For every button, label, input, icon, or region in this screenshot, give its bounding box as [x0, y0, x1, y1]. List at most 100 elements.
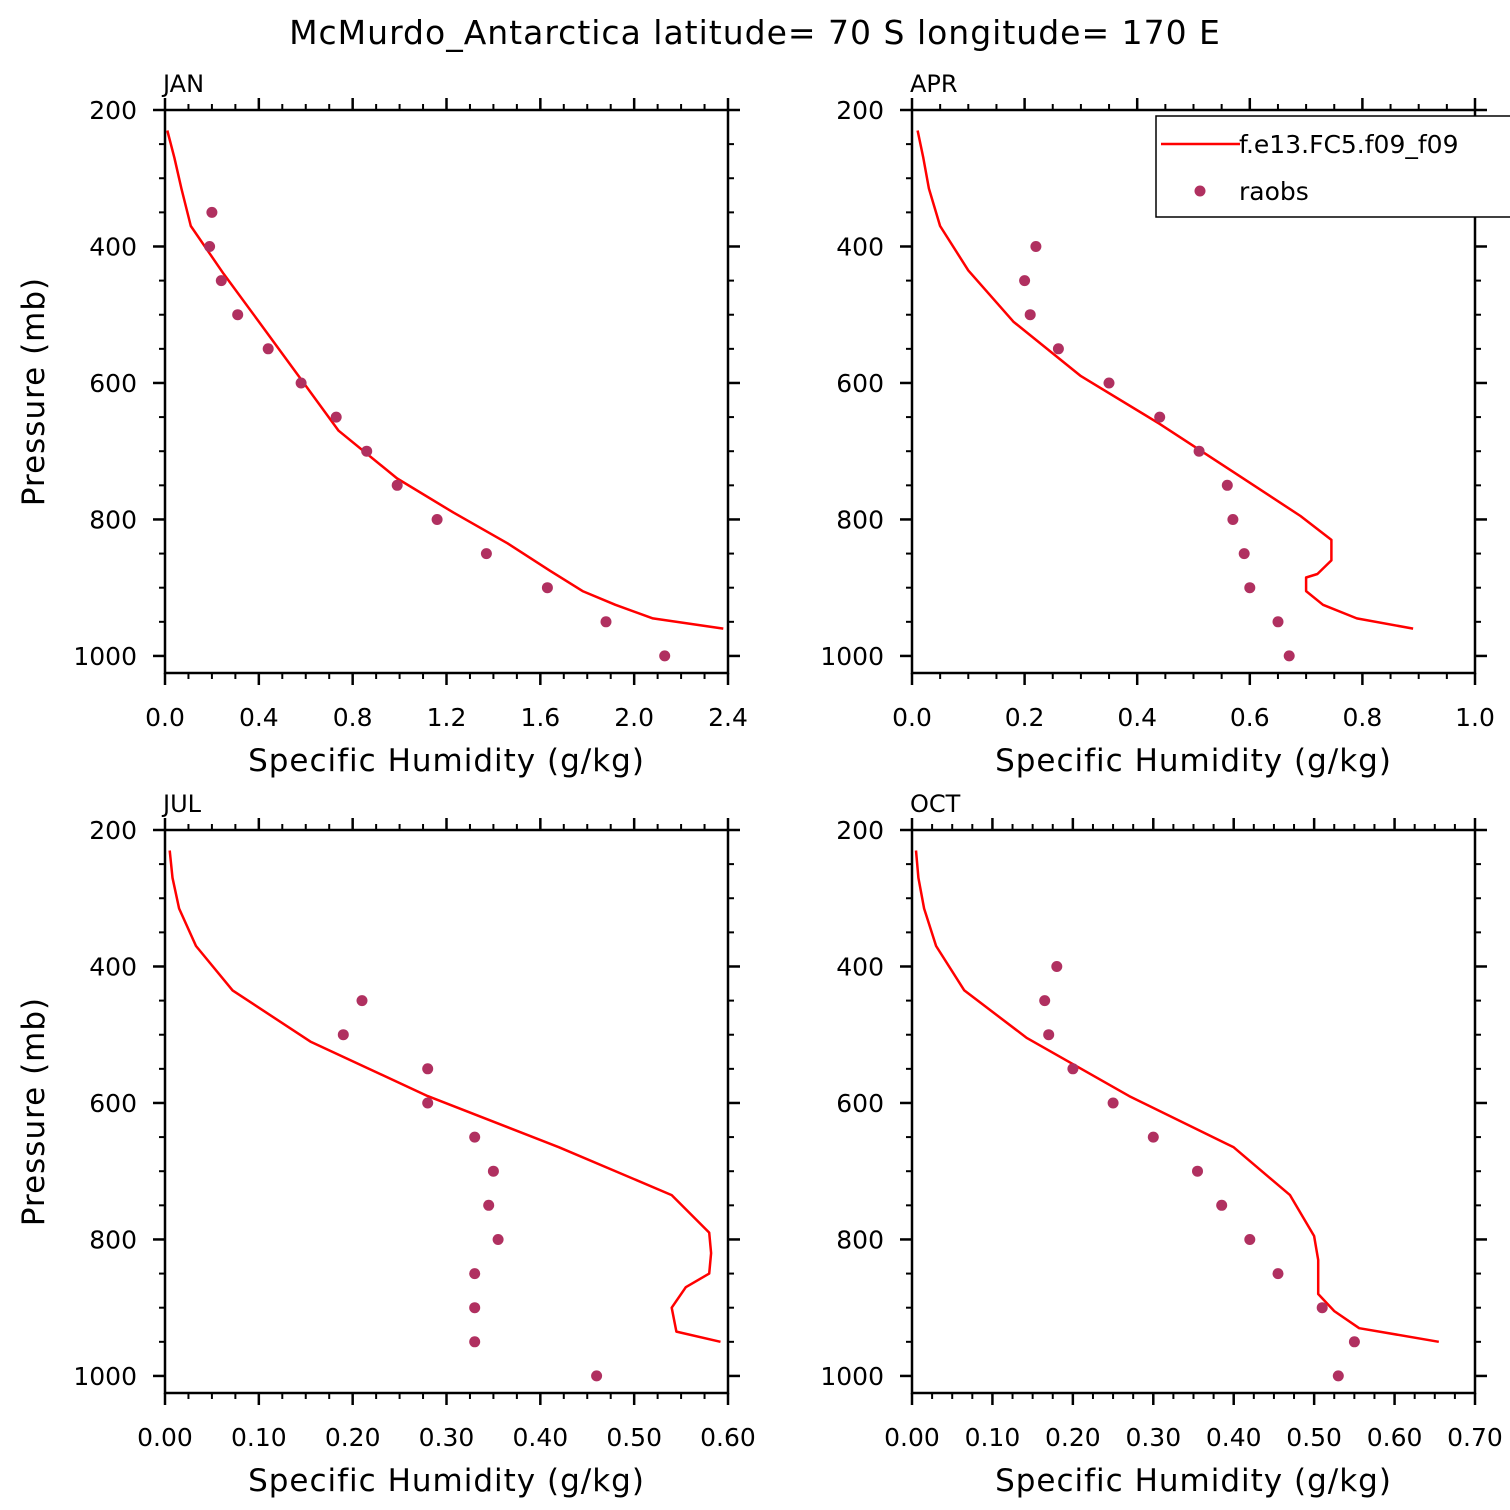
raobs-point: [1192, 1165, 1203, 1177]
x-tick-label: 0.10: [231, 1423, 287, 1452]
model-profile-line: [916, 130, 1414, 630]
y-tick-label: 600: [836, 369, 884, 398]
raobs-point: [487, 1165, 499, 1177]
raobs-point: [262, 343, 274, 355]
raobs-point: [391, 479, 403, 491]
legend-marker-swatch: [1194, 185, 1206, 197]
raobs-point: [1043, 1029, 1055, 1041]
y-tick-label: 600: [836, 1089, 884, 1118]
raobs-point: [337, 1029, 349, 1041]
panel-jul: 0.00 0.10 0.20 0.30 0.40 0.50 0.60 200 400 600 800…: [16, 790, 756, 1499]
y-tick-label: 400: [89, 232, 137, 261]
x-axis-label-oct: Specific Humidity (g/kg): [995, 1463, 1392, 1499]
raobs-point: [1067, 1063, 1079, 1075]
series-group-jan: [166, 130, 724, 662]
panel-apr: 0.0 0.2 0.4 0.6 0.8 1.0 200 400 600 800 1000 APR Spe…: [820, 70, 1495, 779]
panel-jan: 0.0 0.4 0.8 1.2 1.6 2.0 2.4 200 400 600 800 1000 JAN…: [16, 70, 748, 779]
raobs-point: [330, 411, 342, 423]
y-axis-label-jan: Pressure (mb): [16, 277, 52, 506]
model-profile-line: [166, 130, 724, 630]
x-axis-label-jul: Specific Humidity (g/kg): [248, 1463, 645, 1499]
x-tick-label: 0.4: [1117, 703, 1157, 732]
x-tick-label: 0.30: [419, 1423, 475, 1452]
raobs-point: [1193, 445, 1205, 457]
raobs-point: [483, 1199, 495, 1211]
x-tick-label: 0.00: [137, 1423, 193, 1452]
raobs-point: [1221, 479, 1233, 491]
panel-title-jul: JUL: [161, 790, 202, 818]
x-tick-label: 1.6: [520, 703, 560, 732]
raobs-point: [469, 1131, 481, 1143]
x-tick-label: 0.0: [145, 703, 185, 732]
y-tick-label: 400: [836, 952, 884, 981]
legend-label: f.e13.FC5.f09_f09: [1239, 130, 1458, 159]
raobs-point: [361, 445, 373, 457]
figure-title: McMurdo_Antarctica latitude= 70 S longit…: [289, 13, 1221, 52]
x-tick-label: 1.2: [427, 703, 467, 732]
raobs-point: [232, 309, 244, 321]
raobs-point: [591, 1370, 603, 1382]
raobs-point: [469, 1336, 481, 1348]
x-tick-label: 2.0: [614, 703, 654, 732]
ticks-oct: 0.00 0.10 0.20 0.30 0.40 0.50 0.60 0.70 200 400 60…: [820, 816, 1502, 1452]
raobs-point: [1283, 650, 1295, 662]
raobs-point: [204, 241, 216, 252]
x-tick-label: 0.10: [965, 1423, 1021, 1452]
x-tick-label: 0.50: [606, 1423, 662, 1452]
raobs-point: [356, 995, 368, 1007]
raobs-point: [1216, 1199, 1228, 1211]
raobs-point: [1238, 548, 1250, 560]
series-group-apr: [916, 130, 1414, 662]
x-tick-label: 0.50: [1286, 1423, 1342, 1452]
ticks-jul: 0.00 0.10 0.20 0.30 0.40 0.50 0.60 200 400 600 800…: [73, 816, 755, 1452]
x-tick-label: 0.4: [239, 703, 279, 732]
ticks-jan: 0.0 0.4 0.8 1.2 1.6 2.0 2.4 200 400 600 800 1000: [73, 96, 748, 732]
raobs-point: [1051, 961, 1063, 972]
raobs-point: [469, 1302, 481, 1314]
x-tick-label: 0.70: [1447, 1423, 1503, 1452]
x-tick-label: 0.8: [1343, 703, 1383, 732]
legend-label: raobs: [1239, 177, 1309, 206]
model-profile-line: [168, 850, 721, 1344]
raobs-point: [541, 582, 553, 594]
raobs-point: [1019, 275, 1031, 287]
panel-title-oct: OCT: [910, 790, 961, 818]
raobs-point: [1244, 582, 1256, 594]
x-tick-label: 0.20: [1045, 1423, 1101, 1452]
x-tick-label: 0.6: [1230, 703, 1270, 732]
raobs-point: [1272, 616, 1284, 628]
y-tick-label: 1000: [820, 1362, 884, 1391]
x-tick-label: 0.60: [700, 1423, 756, 1452]
y-axis-label-jul: Pressure (mb): [16, 997, 52, 1226]
y-tick-label: 600: [89, 1089, 137, 1118]
x-tick-label: 0.40: [1206, 1423, 1262, 1452]
y-tick-label: 200: [836, 816, 884, 845]
raobs-point: [1332, 1370, 1344, 1382]
raobs-point: [480, 548, 492, 560]
raobs-point: [295, 377, 307, 389]
raobs-point: [422, 1063, 434, 1075]
raobs-point: [1052, 343, 1064, 355]
plot-frame-oct: [910, 828, 1477, 1395]
plot-frame-jul: [163, 828, 730, 1395]
x-tick-label: 0.0: [892, 703, 932, 732]
raobs-point: [1103, 377, 1115, 389]
x-axis-label-apr: Specific Humidity (g/kg): [995, 743, 1392, 779]
raobs-point: [431, 514, 443, 525]
y-tick-label: 1000: [73, 1362, 137, 1391]
raobs-point: [1030, 241, 1042, 252]
x-tick-label: 0.40: [512, 1423, 568, 1452]
y-tick-label: 800: [89, 505, 137, 534]
y-tick-label: 800: [836, 505, 884, 534]
raobs-point: [1244, 1234, 1256, 1245]
legend-box: [1155, 115, 1510, 218]
raobs-point: [469, 1268, 481, 1280]
panel-title-jan: JAN: [161, 70, 204, 98]
raobs-point: [1272, 1268, 1284, 1280]
series-group-jul: [168, 850, 721, 1382]
y-tick-label: 200: [89, 816, 137, 845]
ticks-apr: 0.0 0.2 0.4 0.6 0.8 1.0 200 400 600 800 1000: [820, 96, 1495, 732]
raobs-point: [1316, 1302, 1328, 1314]
raobs-point: [206, 206, 218, 218]
raobs-point: [600, 616, 612, 628]
